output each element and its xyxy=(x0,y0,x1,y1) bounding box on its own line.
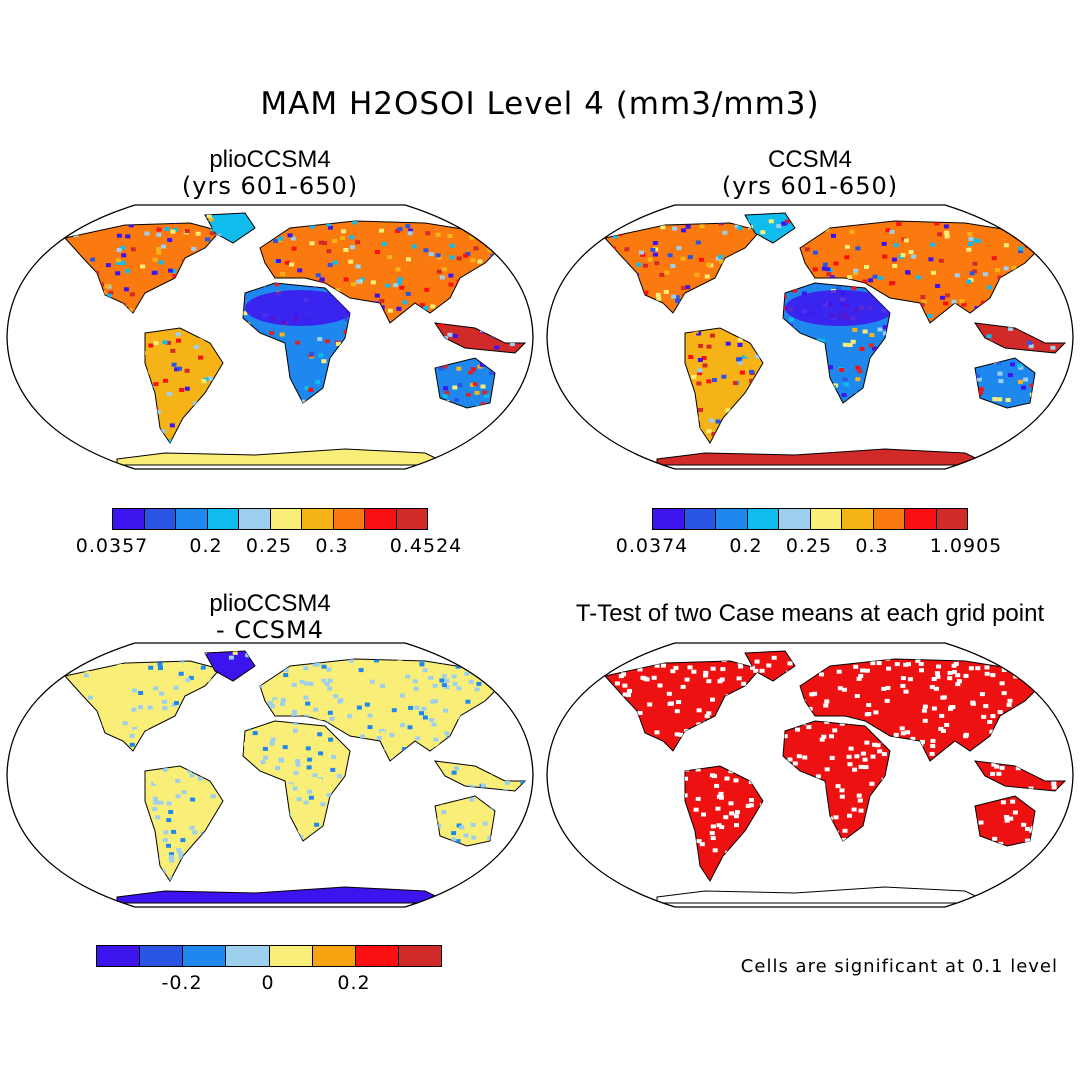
significance-note: Cells are significant at 0.1 level xyxy=(740,956,1058,977)
cbar2-label-min: 0.0374 xyxy=(615,535,689,557)
cbar2-label-0.25: 0.25 xyxy=(785,535,833,557)
cbar1-label-min: 0.0357 xyxy=(75,535,149,557)
continent-greenland xyxy=(204,650,256,682)
colorbar-plioccsm4 xyxy=(112,508,428,530)
cbar2-swatch-9 xyxy=(905,509,937,529)
continent-se_asia xyxy=(973,322,1067,354)
continent-eurasia xyxy=(799,220,1046,324)
map-outline xyxy=(546,204,1074,470)
continent-samerica xyxy=(684,765,764,882)
cbar1-swatch-2 xyxy=(144,509,176,529)
continent-antarctica xyxy=(656,886,991,904)
cbar3-swatch-7 xyxy=(355,946,399,966)
cbar3-swatch-3 xyxy=(183,946,227,966)
cbar1-swatch-8 xyxy=(333,509,365,529)
cbar3-swatch-5 xyxy=(269,946,313,966)
cbar1-label-0.3: 0.3 xyxy=(315,535,349,557)
cbar2-label-max: 1.0905 xyxy=(929,535,1003,557)
cbar2-swatch-6 xyxy=(810,509,842,529)
cbar2-swatch-7 xyxy=(842,509,874,529)
cbar2-swatch-10 xyxy=(936,509,967,529)
cbar1-swatch-5 xyxy=(239,509,271,529)
panel2-title: CCSM4 xyxy=(767,146,852,173)
cbar1-swatch-6 xyxy=(270,509,302,529)
cbar3-label-zero: 0 xyxy=(261,972,275,994)
cbar3-swatch-6 xyxy=(312,946,356,966)
cbar2-swatch-3 xyxy=(716,509,748,529)
panel4-title: T-Test of two Case means at each grid po… xyxy=(575,600,1045,627)
cbar1-swatch-1 xyxy=(113,509,145,529)
panel2-subtitle: (yrs 601-650) xyxy=(721,172,899,200)
cbar3-swatch-2 xyxy=(140,946,184,966)
cbar1-label-0.2: 0.2 xyxy=(189,535,223,557)
continent-australia xyxy=(974,357,1036,409)
cbar3-label-neg: -0.2 xyxy=(161,972,203,994)
map-plioccsm4 xyxy=(6,204,534,470)
continent-eurasia xyxy=(259,220,506,324)
cbar2-label-0.3: 0.3 xyxy=(855,535,889,557)
colorbar-ccsm4 xyxy=(652,508,968,530)
cbar1-swatch-3 xyxy=(176,509,208,529)
cbar3-swatch-8 xyxy=(398,946,441,966)
cbar1-swatch-10 xyxy=(396,509,427,529)
cbar3-swatch-4 xyxy=(226,946,270,966)
cbar3-label-pos: 0.2 xyxy=(337,972,371,994)
main-title: MAM H2OSOI Level 4 (mm3/mm3) xyxy=(260,86,820,122)
continent-australia xyxy=(434,357,496,409)
colorbar-difference xyxy=(96,945,442,967)
panel1-title: plioCCSM4 xyxy=(209,146,331,173)
cbar2-swatch-2 xyxy=(684,509,716,529)
continent-africa xyxy=(782,720,891,842)
map-ttest xyxy=(546,642,1074,908)
map-ccsm4 xyxy=(546,204,1074,470)
cbar2-label-0.2: 0.2 xyxy=(729,535,763,557)
cbar1-swatch-7 xyxy=(302,509,334,529)
cbar1-label-max: 0.4524 xyxy=(389,535,463,557)
continent-greenland xyxy=(744,212,796,244)
panel1-subtitle: (yrs 601-650) xyxy=(181,172,359,200)
cbar1-label-0.25: 0.25 xyxy=(245,535,293,557)
continent-se_asia xyxy=(433,322,527,354)
cbar1-swatch-4 xyxy=(207,509,239,529)
continent-se_asia xyxy=(973,760,1067,792)
panel3-title: plioCCSM4 xyxy=(209,590,331,617)
continent-antarctica xyxy=(116,886,451,904)
continent-namerica xyxy=(604,222,761,314)
continent-africa xyxy=(242,720,351,842)
cbar3-swatch-1 xyxy=(97,946,141,966)
cbar2-swatch-8 xyxy=(873,509,905,529)
continent-antarctica xyxy=(116,448,451,466)
map-outline xyxy=(546,642,1074,908)
continent-namerica xyxy=(604,660,761,752)
cbar1-swatch-9 xyxy=(365,509,397,529)
cbar2-swatch-5 xyxy=(779,509,811,529)
panel3-subtitle: - CCSM4 xyxy=(215,616,324,644)
map-outline xyxy=(6,204,534,470)
continent-antarctica xyxy=(656,448,991,466)
cbar2-swatch-4 xyxy=(747,509,779,529)
map-difference xyxy=(6,642,534,908)
map-outline xyxy=(6,642,534,908)
continent-australia xyxy=(434,795,496,847)
cbar2-swatch-1 xyxy=(653,509,685,529)
